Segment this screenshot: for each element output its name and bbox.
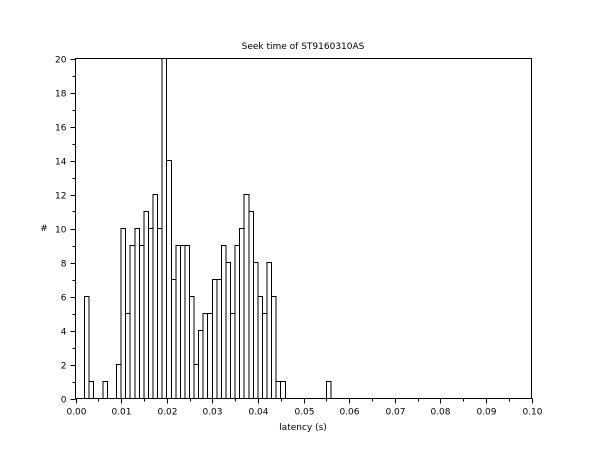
histogram-bar — [325, 381, 332, 399]
histogram-bar — [198, 330, 204, 399]
histogram-bar — [175, 245, 181, 399]
y-tick-label: 12 — [55, 192, 66, 202]
histogram-bar — [189, 296, 195, 399]
histogram-bar — [116, 364, 122, 399]
histogram-bar — [257, 296, 263, 399]
x-tick-label: 0.00 — [66, 408, 86, 418]
y-tick-label: 4 — [61, 328, 67, 338]
x-tick-label: 0.01 — [111, 408, 131, 418]
histogram-bar — [166, 160, 172, 399]
histogram-bar — [234, 245, 241, 399]
x-tick-label: 0.05 — [294, 408, 314, 418]
y-tick-label: 18 — [55, 90, 67, 100]
histogram-bar — [134, 228, 140, 399]
histogram-bar — [211, 279, 218, 399]
histogram-bar — [125, 313, 131, 399]
y-tick-label: 2 — [61, 362, 67, 372]
y-tick-label: 14 — [55, 158, 67, 168]
histogram-bar — [271, 296, 277, 399]
histogram-bar — [280, 381, 286, 399]
x-tick-label: 0.04 — [248, 408, 268, 418]
x-tick-label: 0.07 — [385, 408, 405, 418]
y-tick-label: 20 — [55, 56, 67, 66]
y-tick-label: 0 — [61, 396, 67, 406]
histogram-bar — [266, 262, 273, 399]
chart-title: Seek time of ST9160310AS — [242, 42, 365, 52]
histogram-bars — [84, 58, 332, 399]
histogram-bar — [193, 364, 200, 399]
y-tick-label: 10 — [55, 226, 67, 236]
histogram-bar — [216, 279, 222, 399]
x-axis-ticks: 0.00 0.01 0.02 0.03 0.04 0.05 0.06 0.07 0.08 0.09… — [66, 398, 543, 418]
histogram-bar — [261, 313, 268, 399]
histogram-bar — [84, 296, 90, 399]
histogram-bar — [170, 279, 177, 399]
histogram-bar — [230, 313, 236, 399]
histogram-bar — [184, 245, 191, 399]
y-tick-label: 16 — [55, 124, 67, 134]
y-axis-label: # — [40, 224, 48, 234]
histogram-bar — [157, 228, 163, 399]
histogram-bar — [129, 245, 136, 399]
histogram-bar — [202, 313, 209, 399]
histogram-bar — [179, 245, 186, 399]
y-tick-label: 8 — [61, 260, 67, 270]
histogram-bar — [225, 262, 232, 399]
histogram-bar — [161, 58, 168, 399]
histogram-bar — [147, 228, 154, 399]
plot-frame — [75, 58, 532, 399]
y-tick-label: 6 — [61, 294, 67, 304]
histogram-bar — [138, 245, 145, 399]
x-tick-label: 0.03 — [202, 408, 222, 418]
x-tick-label: 0.02 — [157, 408, 177, 418]
histogram-bar — [120, 228, 127, 399]
y-axis-ticks: 0 2 4 6 8 10 12 14 16 18 20 — [55, 56, 76, 406]
histogram-bar — [102, 381, 108, 399]
x-tick-label: 0.10 — [522, 408, 542, 418]
histogram-bar — [220, 245, 227, 399]
histogram-bar — [243, 194, 250, 399]
histogram-bar — [152, 194, 159, 399]
x-tick-label: 0.08 — [430, 408, 450, 418]
histogram-bar — [275, 381, 282, 399]
histogram-bar — [252, 262, 259, 399]
histogram-bar — [239, 228, 245, 399]
histogram-bar — [248, 211, 254, 399]
histogram-bar — [143, 211, 149, 399]
x-tick-label: 0.06 — [339, 408, 359, 418]
histogram-bar — [207, 313, 213, 399]
x-axis-label: latency (s) — [279, 423, 327, 433]
histogram-bar — [88, 381, 95, 399]
x-tick-label: 0.09 — [476, 408, 496, 418]
